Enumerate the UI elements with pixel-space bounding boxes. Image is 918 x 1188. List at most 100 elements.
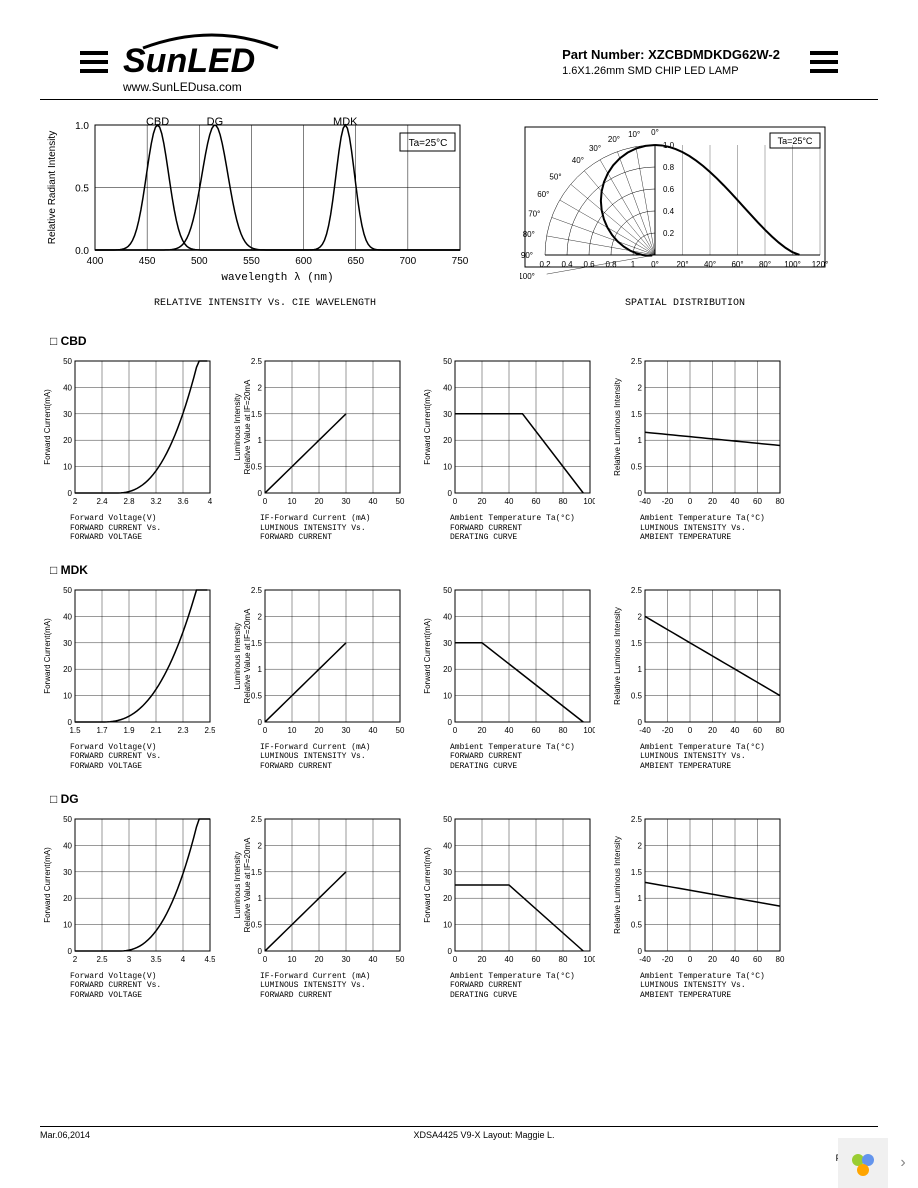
svg-text:60: 60 [532, 955, 541, 964]
svg-text:DG: DG [207, 116, 224, 128]
svg-text:500: 500 [191, 256, 208, 267]
svg-text:0: 0 [68, 718, 73, 727]
svg-text:0.5: 0.5 [631, 691, 643, 700]
page-header: SunLED www.SunLEDusa.com Part Number: XZ… [40, 0, 878, 100]
menu-icon[interactable] [80, 51, 108, 73]
svg-text:550: 550 [243, 256, 260, 267]
svg-text:80°: 80° [759, 260, 771, 269]
svg-text:Forward Current(mA): Forward Current(mA) [43, 618, 52, 694]
svg-text:20: 20 [708, 497, 717, 506]
chart-DG-li: 0102030405000.511.522.5Luminous Intensit… [230, 814, 405, 1001]
svg-text:10: 10 [288, 726, 297, 735]
svg-text:2: 2 [258, 383, 263, 392]
svg-text:Relative Luminous Intensity: Relative Luminous Intensity [613, 836, 622, 934]
svg-text:20: 20 [708, 726, 717, 735]
svg-text:50: 50 [396, 497, 405, 506]
chart-DG-dc: 02040608010001020304050Forward Current(m… [420, 814, 595, 1001]
chart-MDK-ti: -40-2002040608000.511.522.5Relative Lumi… [610, 585, 785, 772]
svg-text:2.1: 2.1 [150, 726, 162, 735]
svg-text:1.5: 1.5 [69, 726, 81, 735]
chart-MDK-fv: 1.51.71.92.12.32.501020304050Forward Cur… [40, 585, 215, 772]
svg-text:40: 40 [63, 841, 72, 850]
svg-text:0: 0 [263, 955, 268, 964]
svg-text:Forward Current(mA): Forward Current(mA) [423, 389, 432, 465]
svg-text:-20: -20 [662, 726, 674, 735]
svg-text:20: 20 [63, 894, 72, 903]
svg-text:100°: 100° [520, 272, 535, 281]
svg-text:0°: 0° [651, 128, 659, 137]
svg-text:1.5: 1.5 [631, 867, 643, 876]
svg-text:50: 50 [63, 357, 72, 366]
svg-text:60: 60 [532, 726, 541, 735]
chart-MDK-dc: 02040608010001020304050Forward Current(m… [420, 585, 595, 772]
svg-text:1: 1 [258, 436, 263, 445]
svg-text:2.5: 2.5 [631, 586, 643, 595]
svg-text:0.8: 0.8 [605, 260, 617, 269]
svg-text:20: 20 [443, 894, 452, 903]
chart-CBD-fv: 22.42.83.23.6401020304050Forward Current… [40, 356, 215, 543]
svg-text:600: 600 [295, 256, 312, 267]
svg-text:4.5: 4.5 [204, 955, 215, 964]
svg-text:10: 10 [288, 497, 297, 506]
svg-text:0: 0 [448, 489, 453, 498]
svg-text:0.2: 0.2 [663, 229, 675, 238]
svg-text:1: 1 [631, 260, 636, 269]
svg-text:20: 20 [315, 955, 324, 964]
svg-text:Forward Current(mA): Forward Current(mA) [43, 389, 52, 465]
header-info: Part Number: XZCBDMDKDG62W-2 1.6X1.26mm … [562, 47, 780, 77]
svg-text:Ta=25°C: Ta=25°C [778, 136, 813, 146]
svg-text:-40: -40 [639, 497, 651, 506]
svg-text:0: 0 [453, 955, 458, 964]
svg-text:80: 80 [559, 497, 568, 506]
svg-text:40: 40 [505, 726, 514, 735]
svg-text:40: 40 [505, 497, 514, 506]
logo-svg: SunLED [123, 30, 293, 80]
svg-text:30: 30 [443, 867, 452, 876]
svg-text:Luminous Intensity: Luminous Intensity [233, 622, 242, 689]
svg-text:400: 400 [87, 256, 104, 267]
svg-text:Luminous Intensity: Luminous Intensity [233, 851, 242, 918]
svg-text:50: 50 [396, 726, 405, 735]
svg-text:-20: -20 [662, 955, 674, 964]
menu-icon-right[interactable] [810, 51, 838, 73]
footer: Mar.06,2014 XDSA4425 V9-X Layout: Maggie… [40, 1126, 878, 1140]
svg-text:2.4: 2.4 [96, 497, 108, 506]
svg-text:700: 700 [400, 256, 417, 267]
corner-logo-icon[interactable] [838, 1138, 888, 1188]
svg-text:0.4: 0.4 [663, 207, 675, 216]
svg-text:0: 0 [258, 489, 263, 498]
svg-text:0: 0 [638, 489, 643, 498]
svg-text:40: 40 [443, 841, 452, 850]
svg-text:30: 30 [342, 955, 351, 964]
svg-text:100: 100 [583, 726, 595, 735]
svg-text:wavelength λ (nm): wavelength λ (nm) [221, 272, 333, 284]
svg-text:100°: 100° [784, 260, 801, 269]
svg-text:80: 80 [559, 726, 568, 735]
svg-text:0: 0 [638, 947, 643, 956]
svg-text:2.5: 2.5 [631, 815, 643, 824]
svg-text:0: 0 [688, 497, 693, 506]
svg-text:2: 2 [73, 497, 78, 506]
svg-text:2.5: 2.5 [204, 726, 215, 735]
svg-text:50: 50 [443, 586, 452, 595]
svg-text:Relative Value at IF=20mA: Relative Value at IF=20mA [243, 379, 252, 474]
svg-text:0: 0 [263, 726, 268, 735]
chart-MDK-li: 0102030405000.511.522.5Luminous Intensit… [230, 585, 405, 772]
svg-text:10: 10 [288, 955, 297, 964]
svg-text:0.6: 0.6 [583, 260, 595, 269]
svg-text:2.5: 2.5 [251, 815, 263, 824]
svg-text:90°: 90° [521, 251, 533, 260]
svg-text:70°: 70° [528, 209, 540, 218]
svg-text:0.5: 0.5 [251, 691, 263, 700]
svg-text:40: 40 [505, 955, 514, 964]
svg-text:60°: 60° [731, 260, 743, 269]
svg-text:2.5: 2.5 [251, 357, 263, 366]
svg-text:20: 20 [63, 665, 72, 674]
svg-text:20: 20 [478, 726, 487, 735]
svg-text:0: 0 [68, 489, 73, 498]
chart-CBD-ti: -40-2002040608000.511.522.5Relative Lumi… [610, 356, 785, 543]
next-arrow-icon[interactable]: › [888, 1138, 918, 1188]
svg-text:2.5: 2.5 [251, 586, 263, 595]
svg-text:30: 30 [63, 867, 72, 876]
svg-text:0: 0 [448, 718, 453, 727]
